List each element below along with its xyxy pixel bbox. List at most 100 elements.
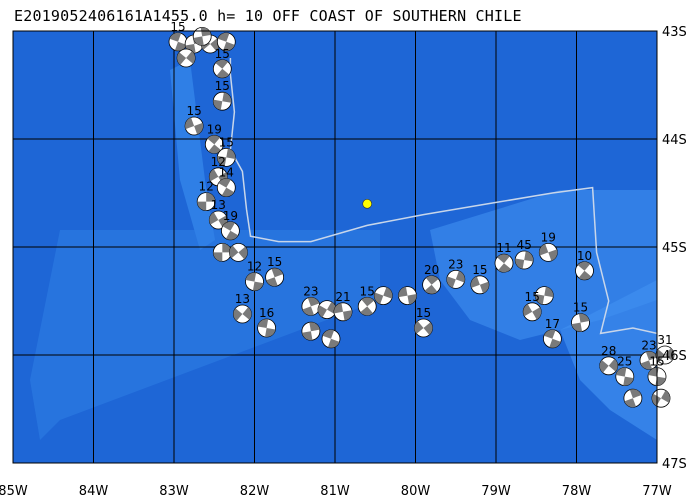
beachball[interactable]: 15 xyxy=(571,301,590,333)
longitude-labels: 85W 84W 83W 82W 81W 80W 79W 78W 77W xyxy=(0,484,672,499)
beachball-quadrant xyxy=(185,44,196,53)
beachball[interactable]: 19 xyxy=(204,122,224,154)
beachball[interactable]: 15 xyxy=(522,290,542,322)
beachball-quadrant xyxy=(661,390,670,403)
beachball-quadrant xyxy=(446,276,456,288)
beachball[interactable] xyxy=(301,321,321,341)
event-label: 15 xyxy=(186,104,201,118)
beachball-quadrant xyxy=(216,68,230,78)
beachball[interactable] xyxy=(651,388,671,408)
beachball-quadrant xyxy=(209,212,219,225)
beachball-quadrant xyxy=(548,249,558,261)
beachball[interactable]: 15 xyxy=(168,20,188,52)
beachball[interactable]: 12 xyxy=(245,260,264,292)
beachball[interactable]: 14 xyxy=(216,166,236,198)
lon-tick-label: 81W xyxy=(320,484,350,499)
map-grid xyxy=(13,31,657,463)
beachball-quadrant xyxy=(425,275,439,285)
event-label: 15 xyxy=(267,255,282,269)
beachball[interactable]: 13 xyxy=(208,198,228,230)
beachball-quadrant xyxy=(608,358,618,372)
map-title: E2019052406161A1455.0 h= 10 OFF COAST OF… xyxy=(14,7,522,25)
event-label: 19 xyxy=(207,122,222,136)
event-label: 23 xyxy=(448,257,463,271)
beachball[interactable]: 19 xyxy=(538,230,558,262)
beachball[interactable]: 45 xyxy=(514,238,534,270)
beachball[interactable]: 11 xyxy=(494,241,514,273)
beachball[interactable]: 15 xyxy=(216,135,236,167)
beachball[interactable] xyxy=(623,388,643,408)
beachball-quadrant xyxy=(185,117,195,130)
beachball-quadrant xyxy=(222,221,235,231)
beachball[interactable]: 23 xyxy=(301,284,321,316)
beachball[interactable]: 23 xyxy=(446,257,466,289)
beachball-quadrant xyxy=(535,294,545,305)
event-label: 15 xyxy=(170,20,185,34)
beachball-quadrant xyxy=(225,230,239,240)
beachball[interactable]: 21 xyxy=(333,290,353,322)
beachball[interactable]: 12 xyxy=(208,155,228,187)
beachball-quadrant xyxy=(229,245,239,259)
beachball-quadrant xyxy=(479,281,489,294)
lon-tick-label: 79W xyxy=(481,484,511,499)
beachball-quadrant xyxy=(423,322,433,335)
beachball[interactable]: 19 xyxy=(220,209,240,241)
beachball-quadrant xyxy=(213,252,223,262)
beachball[interactable]: 15 xyxy=(265,255,285,287)
beachball[interactable]: 31 xyxy=(655,333,675,365)
beachball[interactable]: 13 xyxy=(232,292,252,324)
epicenter-dot xyxy=(362,199,373,209)
beachball-quadrant xyxy=(327,338,340,348)
beachball-quadrant xyxy=(217,155,227,167)
beachball[interactable]: 15 xyxy=(470,263,490,295)
beachball[interactable]: 15 xyxy=(212,47,232,79)
beachball-quadrant xyxy=(656,349,665,362)
beachball[interactable] xyxy=(228,242,248,262)
beachball-quadrant xyxy=(302,306,314,316)
beachball[interactable] xyxy=(317,300,337,320)
beachball[interactable]: 23 xyxy=(639,338,659,370)
beachball-quadrant xyxy=(242,307,252,320)
beachball[interactable] xyxy=(321,329,341,349)
beachball[interactable]: 20 xyxy=(422,263,442,295)
beachball[interactable]: 12 xyxy=(196,180,216,212)
beachball[interactable] xyxy=(192,27,212,46)
beachball-quadrant xyxy=(470,276,480,288)
beachball[interactable]: 17 xyxy=(543,317,562,349)
beachball[interactable]: 15 xyxy=(212,79,232,111)
beachball-quadrant xyxy=(655,376,666,386)
beachball[interactable]: 16 xyxy=(257,306,277,338)
beachball[interactable]: 28 xyxy=(599,344,619,376)
beachball[interactable]: 15 xyxy=(357,284,377,316)
beachball-quadrant xyxy=(197,201,207,211)
beachball[interactable] xyxy=(398,286,417,306)
beachball[interactable]: 10 xyxy=(575,249,594,281)
beachball-quadrant xyxy=(245,272,257,282)
event-label: 14 xyxy=(219,166,234,180)
beachball[interactable] xyxy=(212,242,232,262)
beachball-quadrant xyxy=(193,36,204,46)
beachball[interactable]: 15 xyxy=(414,306,433,338)
beachball[interactable] xyxy=(373,286,393,306)
beachball[interactable]: 15 xyxy=(184,104,204,136)
beachball-quadrant xyxy=(629,389,642,399)
beachball-quadrant xyxy=(343,310,352,321)
beachball-quadrant xyxy=(640,360,653,370)
beachball-quadrant xyxy=(599,360,609,373)
beachball-quadrant xyxy=(177,52,187,65)
beachball[interactable] xyxy=(216,32,236,52)
beachball-quadrant xyxy=(544,286,554,298)
lon-tick-label: 82W xyxy=(240,484,270,499)
beachball[interactable] xyxy=(176,48,196,68)
beachball-quadrant xyxy=(498,263,511,273)
event-label: 25 xyxy=(617,355,632,369)
beachball-quadrant xyxy=(361,297,375,307)
beachball[interactable]: 25 xyxy=(615,355,635,387)
lon-tick-label: 80W xyxy=(401,484,431,499)
event-label: 15 xyxy=(215,79,230,93)
event-label: 15 xyxy=(215,47,230,61)
event-label: 19 xyxy=(223,209,238,223)
beachball[interactable] xyxy=(534,286,554,306)
